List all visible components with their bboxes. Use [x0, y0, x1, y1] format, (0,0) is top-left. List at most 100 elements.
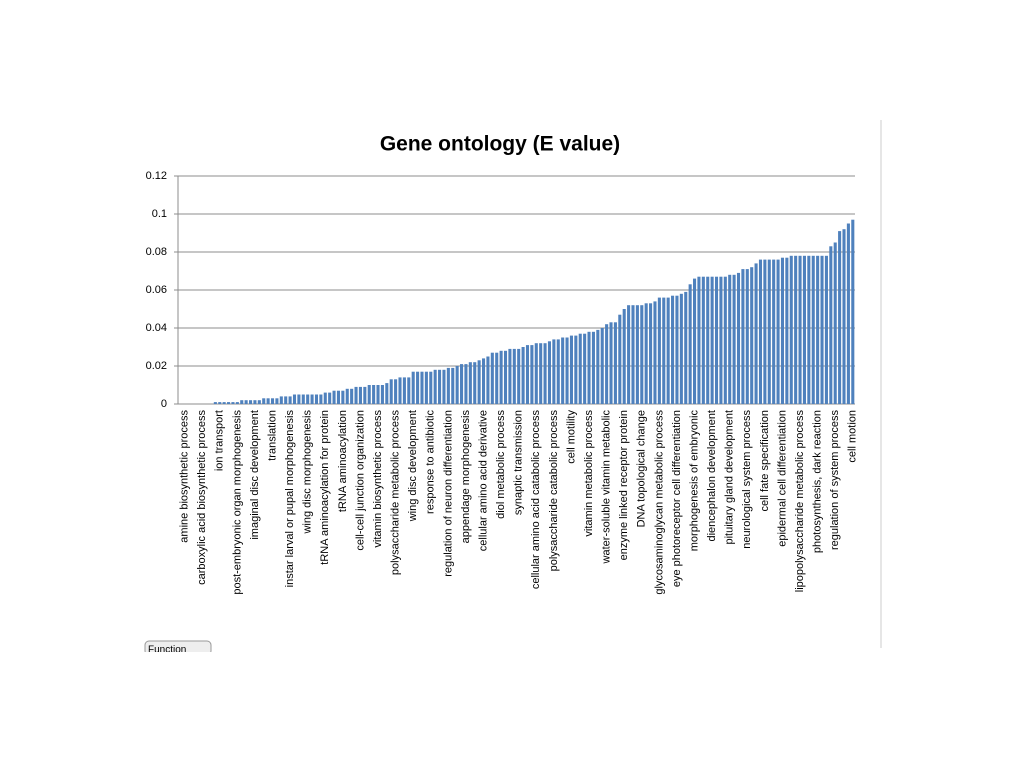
chart-title: Gene ontology (E value) [380, 133, 620, 156]
bar [367, 385, 371, 404]
bar [253, 400, 257, 404]
bar [547, 341, 552, 404]
bar [824, 255, 828, 404]
bar [398, 377, 402, 404]
x-tick-label: lipopolysaccharide metabolic process [794, 410, 806, 593]
bar [780, 257, 785, 404]
bar [662, 297, 666, 404]
x-tick-label: epidermal cell differentiation [776, 410, 788, 547]
bar [657, 297, 661, 404]
bar [402, 377, 406, 404]
y-tick-label: 0.06 [146, 284, 167, 296]
bar [345, 388, 349, 404]
bar [275, 398, 279, 404]
y-tick-label: 0 [161, 398, 167, 410]
bar [525, 345, 530, 404]
bar [591, 331, 595, 404]
bar [420, 371, 424, 404]
x-tick-label: diol metabolic process [495, 410, 507, 519]
bar [468, 362, 472, 404]
bar [332, 390, 336, 404]
x-tick-label: translation [266, 410, 278, 461]
bar [292, 394, 297, 404]
y-tick-label: 0.08 [146, 246, 167, 258]
bar [736, 272, 741, 404]
bar [240, 400, 244, 404]
bar [794, 255, 798, 404]
bar [490, 352, 494, 404]
x-tick-label: vitamin biosynthetic process [372, 410, 384, 548]
bar [257, 400, 261, 404]
x-tick-label: synaptic transmission [513, 410, 525, 515]
x-tick-label: cellular amino acid derivative [477, 410, 489, 551]
bar [811, 255, 815, 404]
x-tick-label: cell-cell junction organization [354, 410, 366, 551]
bar [719, 276, 723, 404]
x-tick-label: glycosaminoglycan metabolic process [653, 410, 665, 595]
x-tick-label: photosynthesis, dark reaction [812, 410, 824, 553]
bar [284, 396, 288, 404]
x-tick-label: eye photoreceptor cell differentiation [671, 410, 683, 587]
crop [0, 652, 300, 672]
bar [512, 348, 516, 404]
bar [438, 369, 442, 404]
x-tick-label: enzyme linked receptor protein [618, 410, 630, 560]
bar [539, 343, 543, 404]
bar [248, 400, 253, 404]
bar [341, 390, 345, 404]
filter-button-label[interactable]: Function [148, 645, 186, 656]
bar [688, 284, 692, 404]
bar [517, 348, 521, 404]
bar [552, 339, 556, 404]
bar [789, 255, 793, 404]
bar [218, 402, 222, 404]
y-tick-label: 0.1 [152, 208, 167, 220]
bar [328, 392, 332, 404]
bar [600, 328, 604, 404]
x-tick-label: polysaccharide catabolic process [548, 410, 560, 572]
bar [266, 398, 270, 404]
bar [446, 367, 450, 404]
bar [270, 398, 275, 404]
bar [477, 360, 481, 404]
bar [464, 364, 468, 404]
bar [279, 396, 283, 404]
bar [631, 305, 635, 404]
bar [578, 333, 582, 404]
bar [306, 394, 310, 404]
bar [473, 362, 477, 404]
bar [433, 369, 437, 404]
bar [411, 371, 415, 404]
bar [609, 322, 613, 404]
bar [310, 394, 314, 404]
bar [785, 257, 789, 404]
bar [710, 276, 714, 404]
bar [750, 267, 754, 404]
x-tick-label: wing disc morphogenesis [302, 410, 314, 535]
bar [741, 269, 745, 404]
bar [644, 303, 648, 404]
bar [684, 291, 688, 404]
bar [556, 339, 560, 404]
bar [543, 343, 547, 404]
x-tick-label: tRNA aminoacylation [337, 410, 349, 512]
bar [262, 398, 266, 404]
bar [714, 276, 719, 404]
bar [613, 322, 617, 404]
bar [222, 402, 226, 404]
bar [653, 301, 657, 404]
bar [697, 276, 701, 404]
bar [842, 229, 846, 404]
bar [530, 345, 534, 404]
bar [767, 259, 771, 404]
bar [561, 337, 565, 404]
x-tick-label: pituitary gland development [724, 410, 736, 545]
bar [798, 255, 802, 404]
bar [587, 331, 591, 404]
bar [816, 255, 820, 404]
x-tick-label: imaginal disc development [249, 410, 261, 540]
bar [376, 385, 380, 404]
x-tick-label: response to antibiotic [425, 410, 437, 514]
